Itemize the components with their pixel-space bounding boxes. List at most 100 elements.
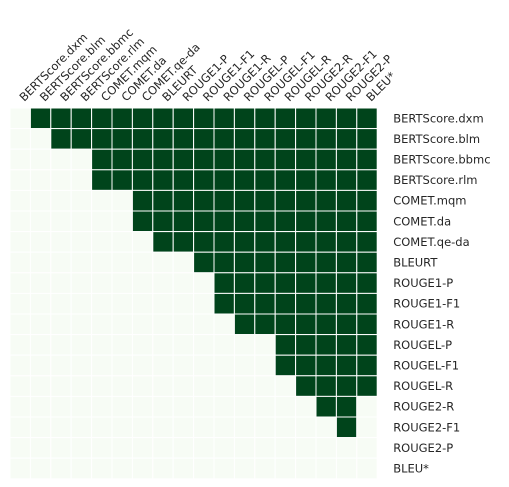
heatmap-cell [335,313,358,336]
heatmap-cell [213,107,235,130]
row-label: ROUGE2-P [393,441,453,455]
heatmap-cell [50,251,72,274]
heatmap-cell [315,169,337,191]
heatmap-cell [213,437,235,459]
heatmap-cell [91,416,113,439]
heatmap-cell [131,395,154,418]
heatmap-cell [315,189,337,212]
heatmap-cell [193,395,215,418]
row-label: COMET.mqm [393,194,466,208]
heatmap-cell [233,416,256,439]
heatmap-cell [274,231,297,253]
heatmap-cell [315,354,337,377]
heatmap-cell [131,251,154,274]
heatmap-cell [335,189,358,212]
heatmap-cell [29,292,52,315]
heatmap-cell [274,354,297,377]
row-label: BERTScore.dxm [393,111,484,125]
heatmap-cell [70,107,93,130]
heatmap-cell [91,437,113,459]
heatmap-cell [274,313,297,336]
heatmap-cell [356,375,378,397]
row-label: ROUGEL-R [393,379,453,393]
heatmap-cell [193,416,215,439]
heatmap-cell [91,292,113,315]
heatmap-cell [295,148,317,171]
heatmap-cell [91,169,113,191]
heatmap-cell [295,251,317,274]
heatmap-cell [315,210,337,233]
heatmap-cell [29,189,52,212]
heatmap-cell [91,375,113,397]
heatmap-cell [274,395,297,418]
heatmap-cell [131,313,154,336]
heatmap-cell [152,148,174,171]
heatmap-cell [131,375,154,397]
heatmap-cell [254,416,276,439]
heatmap-cell [213,251,235,274]
heatmap-cell [315,313,337,336]
row-label: BERTScore.rlm [393,173,477,187]
heatmap-cell [70,148,93,171]
heatmap-cell [152,128,174,150]
heatmap-cell [131,231,154,253]
heatmap-cell [356,128,378,150]
row-label: BLEU* [393,462,429,476]
heatmap-cell [295,231,317,253]
heatmap-cell [193,251,215,274]
heatmap-cell [172,169,195,191]
heatmap-cell [193,272,215,294]
heatmap-cell [356,107,378,130]
heatmap-cell [335,251,358,274]
heatmap-cell [50,354,72,377]
heatmap-cell [172,128,195,150]
heatmap-cell [315,334,337,356]
heatmap-cell [274,457,297,480]
heatmap-cell [295,272,317,294]
heatmap-cell [254,334,276,356]
heatmap-cell [70,354,93,377]
row-label: BERTScore.bbmc [393,153,490,167]
heatmap-cell [70,395,93,418]
heatmap-cell [254,395,276,418]
heatmap-cell [152,292,174,315]
heatmap-cell [131,189,154,212]
heatmap-cell [111,416,133,439]
heatmap-cell [335,231,358,253]
heatmap-cell [152,169,174,191]
heatmap-cell [29,416,52,439]
heatmap-cell [152,375,174,397]
heatmap-cell [254,354,276,377]
heatmap-cell [172,148,195,171]
heatmap-cell [233,251,256,274]
heatmap-cell [152,107,174,130]
heatmap-cell [91,189,113,212]
heatmap-cell [50,210,72,233]
heatmap-cell [131,272,154,294]
heatmap-cell [9,437,31,459]
heatmap-cell [295,313,317,336]
heatmap-cell [233,292,256,315]
heatmap-cell [213,354,235,377]
heatmap-cells [9,107,378,480]
heatmap-cell [50,272,72,294]
heatmap-cell [9,251,31,274]
heatmap-cell [335,334,358,356]
heatmap-cell [274,169,297,191]
heatmap-cell [213,148,235,171]
heatmap-cell [70,128,93,150]
heatmap-cell [295,189,317,212]
heatmap-cell [295,416,317,439]
heatmap-cell [70,292,93,315]
heatmap-cell [29,148,52,171]
heatmap-cell [50,416,72,439]
heatmap-cell [131,416,154,439]
heatmap-cell [315,457,337,480]
heatmap-cell [233,313,256,336]
heatmap-cell [213,334,235,356]
heatmap-cell [111,354,133,377]
heatmap-cell [193,169,215,191]
heatmap-cell [29,107,52,130]
heatmap-cell [9,148,31,171]
heatmap-cell [274,334,297,356]
